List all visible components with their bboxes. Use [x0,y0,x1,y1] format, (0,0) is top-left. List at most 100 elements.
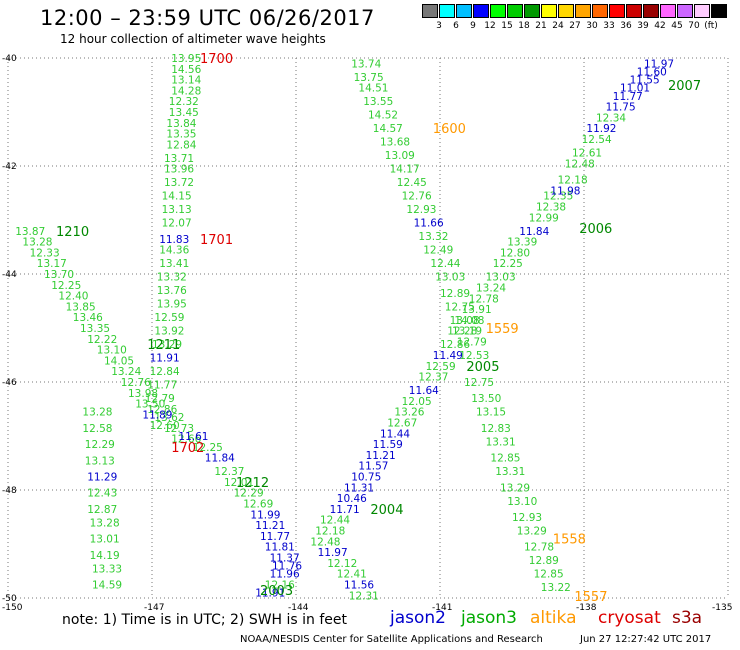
time-label: 1211 [147,338,180,353]
time-label: 2003 [260,584,293,599]
swh-value: 11.29 [87,472,117,484]
lon-tick-label: -138 [576,603,597,613]
swh-value: 11.37 [270,553,300,565]
swh-value: 14.59 [92,580,122,592]
swh-value: 11.77 [147,380,177,392]
swh-value: 12.33 [30,247,60,259]
swh-value: 14.51 [358,83,388,95]
swh-value: 11.66 [414,218,444,230]
scale-swatch [524,4,540,18]
scale-label: 45 [671,21,683,31]
lat-tick-label: -46 [2,378,17,388]
swh-value: 12.66 [171,434,201,446]
swh-value: 12.99 [529,212,559,224]
swh-value: 14.52 [368,110,398,122]
swh-value: 12.76 [121,377,151,389]
swh-value: 12.41 [337,569,367,581]
swh-value: 13.19 [452,326,482,338]
swh-value: 12.18 [558,175,588,187]
swh-value: 14.17 [390,164,420,176]
lon-tick-label: -150 [2,603,23,613]
swh-value: 12.58 [82,423,112,435]
swh-value: 12.38 [536,202,566,214]
scale-label: 24 [552,21,564,31]
swh-value: 12.44 [320,515,350,527]
swh-value: 12.29 [85,439,115,451]
scale-label: 30 [586,21,598,31]
swh-value: 12.93 [512,512,542,524]
swh-value: 11.55 [630,75,660,87]
swh-value: 13.17 [37,258,67,270]
swh-value: 11.44 [380,428,410,440]
swh-value: 12.29 [234,488,264,500]
swh-value: 12.84 [150,366,180,378]
swh-value: 12.59 [154,312,184,324]
swh-value: 13.84 [166,118,196,130]
scale-label: 42 [654,21,666,31]
swh-value: 12.43 [87,488,117,500]
swh-value: 11.98 [550,185,580,197]
swh-value: 11.83 [159,234,189,246]
swh-value: 11.76 [272,561,302,573]
swh-value: 11.97 [318,547,348,559]
swh-value: 12.86 [147,404,177,416]
swh-value: 12.60 [150,420,180,432]
swh-value: 13.71 [164,153,194,165]
scale-label: 6 [453,21,459,31]
swh-value: 13.95 [171,53,201,65]
swh-value: 12.28 [447,326,477,338]
scale-swatch [711,4,727,18]
swh-value: 12.48 [565,158,595,170]
swh-value: 13.50 [135,399,165,411]
swh-value: 13.50 [471,393,501,405]
time-label: 1559 [486,322,519,337]
swh-value: 12.45 [397,177,427,189]
scale-label: (ft) [704,21,718,31]
time-label: 1210 [56,225,89,240]
swh-value: 11.99 [250,509,280,521]
time-label: 1600 [433,122,466,137]
swh-value: 13.28 [82,407,112,419]
swh-value: 13.24 [111,366,141,378]
swh-value: 11.77 [613,91,643,103]
swh-value: 12.69 [243,499,273,511]
scale-label: 70 [688,21,700,31]
credit-line: NOAA/NESDIS Center for Satellite Applica… [240,634,543,645]
swh-value: 13.31 [495,466,525,478]
swh-value: 13.24 [476,283,506,295]
scale-swatch [456,4,472,18]
scale-label: 9 [470,21,476,31]
swh-value: 12.85 [534,569,564,581]
swh-value: 12.48 [310,536,340,548]
swh-value: 13.29 [517,526,547,538]
swh-value: 13.31 [486,436,516,448]
time-label: 1700 [200,52,233,67]
swh-value: 13.26 [394,407,424,419]
swh-value: 13.13 [85,455,115,467]
swh-value: 12.37 [418,372,448,384]
swh-value: 14.57 [373,123,403,135]
swh-value: 11.59 [373,439,403,451]
swh-value: 11.61 [178,431,208,443]
swh-value: 12.84 [166,139,196,151]
swh-value: 12.85 [490,453,520,465]
swh-value: 13.03 [486,272,516,284]
swh-value: 13.55 [363,96,393,108]
swh-value: 13.35 [166,129,196,141]
lat-tick-label: -40 [2,54,17,64]
scale-label: 18 [518,21,530,31]
scale-swatch [507,4,523,18]
swh-value: 13.68 [380,137,410,149]
lat-tick-label: -44 [2,270,17,280]
time-labels: 1700 1701 1702 1210 1211 1212 2003 2004 2005 2006… [56,52,701,605]
wave-height-values: 13.9514.5613.1414.2812.3213.4513.8413.35… [15,53,674,602]
swh-value: 13.03 [435,272,465,284]
swh-value: 13.32 [418,231,448,243]
swh-value: 13.75 [354,72,384,84]
axis-ticks: -40-42-44-46-48-50-150 -147 -144 -141 -138 -1… [2,54,732,613]
swh-value: 12.25 [51,280,81,292]
swh-value: 12.79 [145,393,175,405]
scale-label: 3 [436,21,442,31]
swh-value: 13.22 [541,582,571,594]
